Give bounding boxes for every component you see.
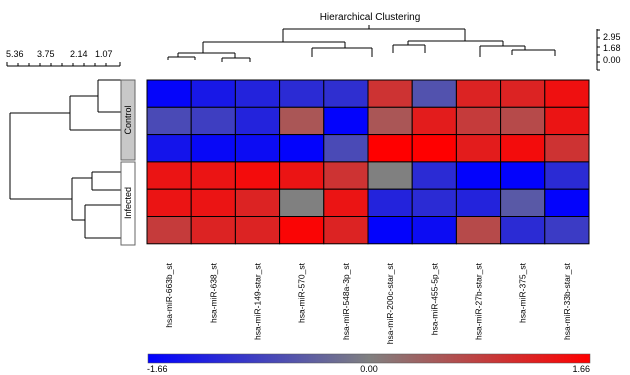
heatmap-cell	[411, 188, 457, 217]
heatmap-cell	[411, 216, 457, 245]
heatmap-cell	[367, 188, 413, 217]
heatmap-cell	[323, 134, 369, 163]
heatmap-cell	[411, 106, 457, 136]
heatmap-cell	[323, 79, 369, 108]
column-labels: hsa-miR-663b_st hsa-miR-638_st hsa-miR-149…	[164, 262, 572, 344]
chart-title: Hierarchical Clustering	[320, 12, 421, 23]
column-label: hsa-miR-200c-star_st	[385, 262, 395, 344]
row-dendrogram-scale: 5.36 3.75 2.14 1.07	[6, 49, 121, 67]
heatmap-cell	[455, 79, 502, 108]
heatmap-cell	[411, 161, 457, 190]
heatmap-cell	[279, 188, 325, 217]
heatmap-cell	[323, 106, 369, 136]
heatmap-cell	[279, 216, 325, 245]
row-scale-tick: 3.75	[37, 49, 55, 59]
column-dendrogram	[167, 25, 556, 62]
heatmap-cell	[146, 161, 192, 190]
col-scale-tick: 2.95	[603, 32, 621, 42]
heatmap-cell	[279, 134, 325, 163]
group-label-text: Infected	[123, 187, 133, 219]
heatmap-cell	[234, 161, 281, 190]
heatmap-cell	[544, 216, 590, 245]
heatmap-cell	[367, 79, 413, 108]
row-scale-tick: 5.36	[6, 49, 24, 59]
heatmap-cell	[146, 106, 192, 136]
heatmap-cell	[190, 216, 236, 245]
heatmap-cell	[367, 134, 413, 163]
heatmap-cell	[190, 161, 236, 190]
row-scale-tick: 2.14	[70, 49, 88, 59]
col-scale-tick: 0.00	[603, 55, 621, 65]
heatmap-cell	[367, 216, 413, 245]
row-dendrogram	[9, 79, 122, 239]
heatmap-cell	[323, 188, 369, 217]
heatmap-cell	[544, 188, 590, 217]
column-label: hsa-miR-149-star_st	[253, 262, 263, 340]
heatmap-cell	[411, 134, 457, 163]
heatmap-cell	[234, 79, 281, 108]
column-label: hsa-miR-33b-star_st	[562, 262, 572, 340]
heatmap-cell	[234, 216, 281, 245]
column-label: hsa-miR-375_st	[518, 262, 528, 323]
heatmap-cell	[544, 79, 590, 108]
heatmap-cell	[190, 188, 236, 217]
column-label: hsa-miR-27b-star_st	[474, 262, 484, 340]
heatmap-cell	[146, 188, 192, 217]
heatmap-cell	[500, 216, 546, 245]
heatmap-cells	[146, 79, 590, 245]
heatmap-cell	[279, 79, 325, 108]
heatmap-cell	[146, 79, 192, 108]
heatmap-cell	[455, 188, 502, 217]
heatmap-cell	[190, 106, 236, 136]
color-bar-min-label: -1.66	[147, 364, 168, 374]
heatmap-cell	[234, 106, 281, 136]
color-bar-mid-label: 0.00	[360, 364, 378, 374]
heatmap-cell	[544, 106, 590, 136]
column-label: hsa-miR-663b_st	[164, 262, 174, 327]
group-label-control: Control	[120, 79, 136, 161]
heatmap-cell	[500, 161, 546, 190]
group-label-infected: Infected	[120, 161, 136, 246]
heatmap-cell	[455, 161, 502, 190]
column-dendrogram-scale: 2.95 1.68 0.00	[596, 29, 621, 71]
heatmap-cell	[146, 216, 192, 245]
color-bar-max-label: 1.66	[572, 364, 590, 374]
heatmap-cell	[455, 216, 502, 245]
heatmap-cell	[234, 188, 281, 217]
heatmap-cell	[455, 106, 502, 136]
heatmap-cell	[544, 161, 590, 190]
column-label: hsa-miR-638_st	[208, 262, 218, 323]
column-label: hsa-miR-548a-3p_st	[341, 262, 351, 340]
heatmap-cell	[500, 188, 546, 217]
heatmap-cell	[190, 79, 236, 108]
heatmap-cell	[367, 161, 413, 190]
heatmap-cell	[367, 106, 413, 136]
heatmap-cell	[544, 134, 590, 163]
heatmap-cell	[323, 161, 369, 190]
color-bar	[147, 353, 591, 364]
heatmap-cell	[146, 134, 192, 163]
heatmap-cell	[279, 161, 325, 190]
heatmap-cell	[411, 79, 457, 108]
heatmap-cell	[279, 106, 325, 136]
column-label: hsa-miR-570_st	[297, 262, 307, 323]
col-scale-tick: 1.68	[603, 43, 621, 53]
heatmap-cell	[500, 106, 546, 136]
column-label: hsa-miR-455-5p_st	[429, 262, 439, 335]
heatmap-cell	[500, 79, 546, 108]
heatmap-cell	[323, 216, 369, 245]
heatmap-cell	[190, 134, 236, 163]
row-scale-tick: 1.07	[95, 49, 113, 59]
heatmap-cell	[455, 134, 502, 163]
heatmap-cell	[500, 134, 546, 163]
group-label-text: Control	[123, 105, 133, 134]
heatmap-cell	[234, 134, 281, 163]
